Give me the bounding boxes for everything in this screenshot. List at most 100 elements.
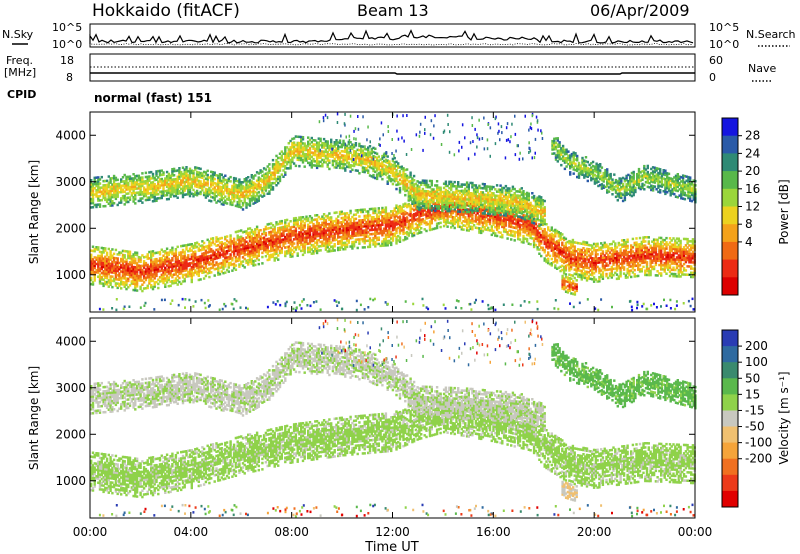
power-cell	[462, 228, 464, 231]
power-cell	[92, 206, 94, 209]
power-cell	[406, 237, 408, 240]
power-cell	[665, 273, 667, 276]
power-cell	[632, 246, 634, 249]
power-cell	[117, 179, 119, 182]
power-cell	[514, 239, 516, 242]
power-cell	[143, 281, 145, 284]
power-cell	[115, 249, 117, 252]
power-cell	[672, 267, 674, 270]
power-cell	[641, 268, 643, 271]
power-cell	[199, 278, 201, 281]
power-cell	[104, 247, 106, 250]
power-cell	[473, 224, 475, 227]
noise-sky-label: N.Sky	[2, 28, 34, 41]
power-cell	[113, 253, 115, 256]
noise-right-tick-bottom: 10^0	[709, 38, 739, 51]
power-cell	[561, 242, 563, 245]
power-cell	[307, 217, 309, 220]
power-cell	[545, 231, 547, 234]
power-cell	[330, 241, 332, 244]
power-cell	[293, 251, 295, 254]
power-cell	[212, 237, 214, 240]
beam-title: Beam 13	[357, 1, 429, 20]
power-cell	[316, 218, 318, 221]
power-cell	[602, 250, 604, 253]
power-cell	[607, 264, 609, 267]
power-cell	[692, 238, 694, 241]
noise-sky-trace	[90, 31, 693, 44]
power-cell	[642, 266, 644, 269]
power-cell	[626, 245, 628, 248]
power-cell	[208, 276, 210, 279]
power-cell	[178, 167, 180, 170]
power-cell	[291, 253, 293, 256]
power-cell	[496, 235, 498, 238]
power-cell	[519, 238, 521, 241]
power-cell	[529, 243, 531, 246]
power-cell	[420, 227, 422, 230]
power-cell	[635, 237, 637, 240]
power-cell	[544, 228, 546, 231]
freq-tick-bottom: 8	[66, 71, 73, 84]
power-cell	[494, 232, 496, 235]
power-cell	[117, 257, 119, 260]
noise-search-label: N.Search	[746, 28, 796, 41]
power-cell	[157, 287, 159, 290]
power-cell	[454, 227, 456, 230]
power-cell	[540, 228, 542, 231]
power-cell	[254, 260, 256, 263]
power-cell	[185, 166, 187, 169]
power-cell	[678, 238, 680, 241]
power-cell	[634, 269, 636, 272]
power-cell	[261, 262, 263, 265]
power-cell	[346, 244, 348, 247]
power-cell	[233, 238, 235, 241]
power-cell	[547, 258, 549, 261]
freq-tick-top: 18	[60, 54, 74, 67]
noise-left-tick-top: 10^5	[52, 21, 82, 34]
power-cell	[173, 174, 175, 177]
power-cell	[626, 276, 628, 279]
power-cell	[117, 204, 119, 207]
power-cell	[367, 210, 369, 213]
power-cell	[349, 218, 351, 221]
power-cell	[265, 255, 267, 258]
power-cell	[210, 271, 212, 274]
power-cell	[207, 170, 209, 173]
power-cell	[357, 247, 359, 250]
power-cell	[487, 227, 489, 230]
power-cell	[254, 264, 256, 267]
power-cell	[224, 271, 226, 274]
power-heatmap	[90, 112, 697, 311]
power-cell	[378, 207, 380, 210]
power-cell	[535, 244, 537, 247]
power-cell	[104, 205, 106, 208]
power-cell	[674, 273, 676, 276]
power-cell	[593, 276, 595, 279]
power-cell	[637, 275, 639, 278]
power-cell	[686, 238, 688, 241]
power-cell	[319, 249, 321, 252]
power-cell	[492, 230, 494, 233]
freq-unit-label: [MHz]	[4, 66, 36, 79]
power-cell	[111, 248, 113, 251]
power-cell	[199, 168, 201, 171]
power-cell	[124, 203, 126, 206]
power-cell	[334, 243, 336, 246]
power-cell	[157, 283, 159, 286]
cpid-value: normal (fast) 151	[94, 91, 212, 105]
power-cell	[406, 216, 408, 219]
power-cell	[335, 211, 337, 214]
power-cell	[221, 174, 223, 177]
power-cell	[554, 264, 556, 267]
power-cell	[330, 216, 332, 219]
power-cell	[526, 238, 528, 241]
power-cell	[152, 173, 154, 176]
power-cell	[556, 259, 558, 262]
power-cell	[111, 275, 113, 278]
noise-left-tick-bottom: 10^0	[52, 38, 82, 51]
power-cell	[464, 216, 466, 219]
power-cell	[619, 248, 621, 251]
power-cell	[304, 222, 306, 225]
power-cell	[147, 285, 149, 288]
